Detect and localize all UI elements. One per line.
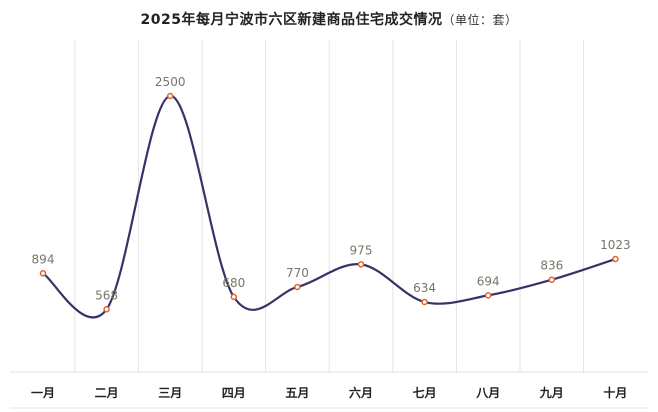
data-label: 634: [413, 281, 436, 295]
data-label: 680: [222, 276, 245, 290]
data-point-marker: [166, 92, 174, 100]
data-label: 836: [540, 259, 563, 273]
data-label: 2500: [155, 75, 186, 89]
x-tick-label: 十月: [603, 385, 627, 400]
data-label: 694: [477, 274, 500, 288]
x-tick-label: 九月: [539, 385, 564, 400]
data-point-marker: [484, 292, 492, 299]
data-label: 975: [350, 243, 373, 257]
data-point-marker: [421, 298, 428, 306]
data-label: 770: [286, 266, 309, 280]
data-point-marker: [103, 306, 110, 313]
chart-title: 2025年每月宁波市六区新建商品住宅成交情况（单位：套）: [0, 9, 658, 29]
x-tick-label: 七月: [413, 386, 437, 400]
x-tick-label: 一月: [31, 386, 55, 400]
x-tick-label: 四月: [222, 386, 246, 400]
x-tick-label: 二月: [95, 386, 119, 400]
data-point-marker: [230, 293, 238, 301]
data-point-marker: [294, 283, 301, 291]
data-label: 1023: [600, 238, 631, 252]
series-line: [42, 94, 616, 319]
data-label: 894: [32, 252, 55, 266]
data-point-marker: [548, 276, 556, 283]
x-tick-label: 五月: [285, 386, 309, 400]
x-tick-label: 六月: [349, 385, 373, 400]
data-point-marker: [39, 270, 47, 277]
chart-title-text: 2025年每月宁波市六区新建商品住宅成交情况: [140, 12, 443, 28]
data-point-marker: [612, 255, 619, 263]
x-tick-label: 八月: [475, 386, 500, 400]
x-tick-label: 三月: [158, 386, 182, 400]
data-label: 568: [95, 288, 118, 302]
chart-title-unit: （单位：套）: [442, 13, 518, 27]
data-point-marker: [357, 261, 365, 268]
